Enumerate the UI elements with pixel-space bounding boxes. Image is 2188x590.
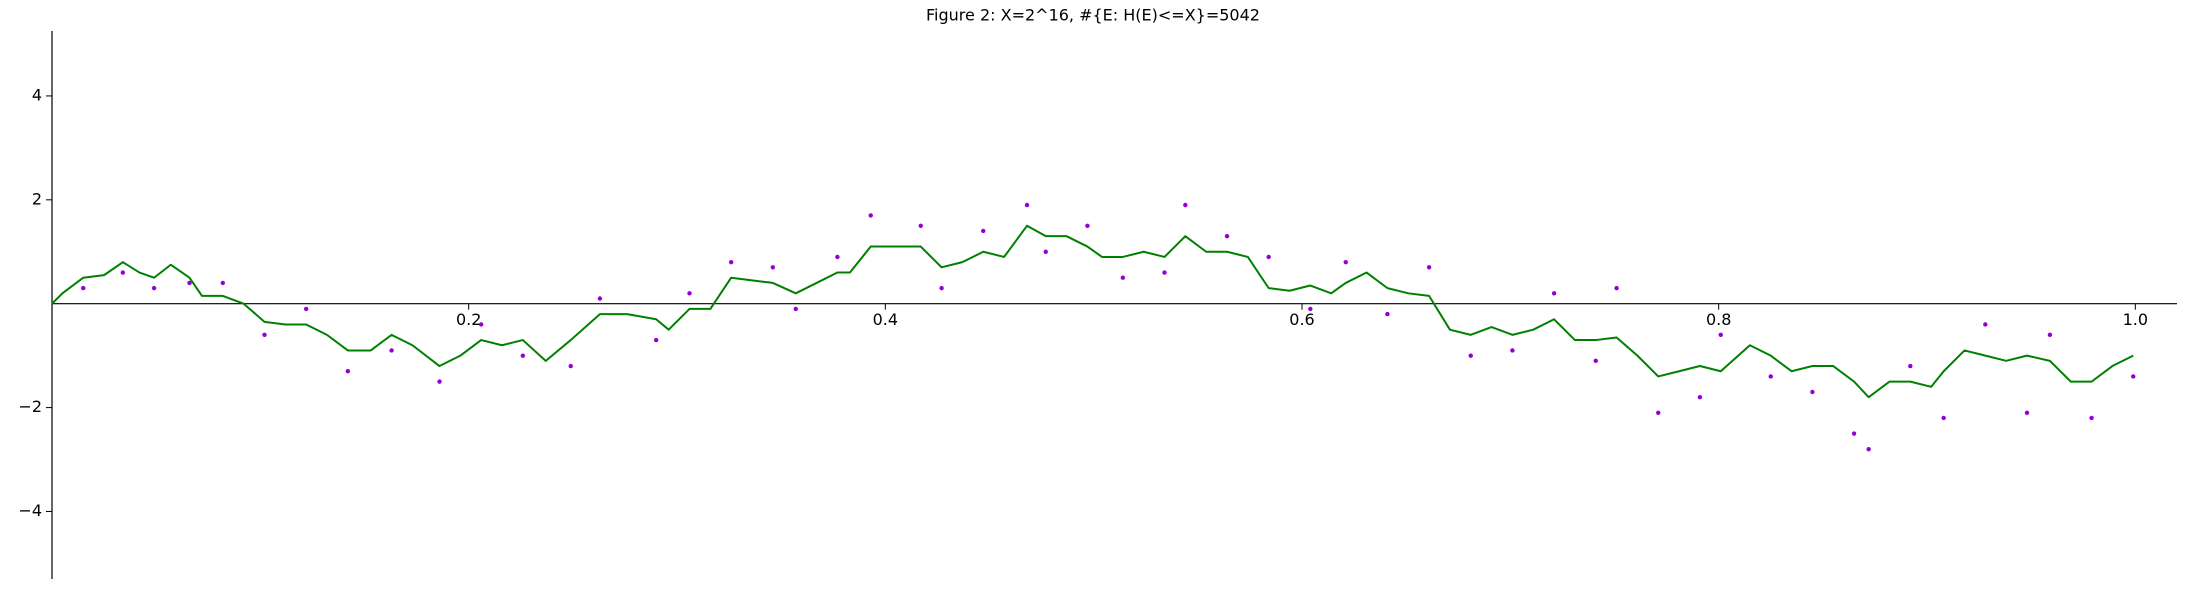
scatter-point: [1043, 249, 1048, 254]
scatter-point: [568, 363, 573, 369]
scatter-point: [1614, 285, 1619, 291]
scatter-point: [1183, 202, 1188, 208]
scatter-point: [345, 369, 351, 374]
scatter-point: [1224, 233, 1230, 239]
scatter-point: [1983, 322, 1988, 327]
scatter-point: [597, 296, 603, 301]
scatter-point: [1510, 348, 1515, 353]
y-tick-label: 4: [32, 85, 42, 104]
scatter-point: [151, 285, 157, 291]
scatter-point: [835, 254, 840, 260]
scatter-point: [939, 285, 944, 291]
scatter-point: [868, 213, 873, 218]
x-tick-label: 0.6: [1289, 310, 1314, 329]
scatter-point: [981, 228, 986, 234]
scatter-point: [1697, 394, 1703, 400]
scatter-point: [1656, 410, 1661, 415]
scatter-point: [1593, 358, 1598, 364]
x-tick-label: 1.0: [2123, 310, 2148, 329]
scatter-point: [478, 322, 484, 327]
scatter-point: [687, 291, 692, 296]
scatter-point: [1718, 332, 1723, 338]
scatter-point: [1851, 431, 1857, 436]
scatter-point: [2024, 410, 2030, 415]
scatter-point: [437, 379, 442, 384]
scatter-point: [120, 270, 126, 275]
scatter-point: [2131, 374, 2136, 379]
chart-title: Figure 2: X=2^16, #{E: H(E)<=X}=5042: [926, 6, 1260, 25]
scatter-point: [653, 337, 659, 343]
scatter-point: [1810, 389, 1815, 395]
y-tick-label: −4: [18, 501, 42, 520]
scatter-point: [1024, 202, 1030, 208]
scatter-point: [728, 259, 734, 265]
scatter-point: [1768, 374, 1773, 379]
y-tick-label: 2: [32, 189, 42, 208]
scatter-point: [303, 306, 309, 312]
scatter-point: [770, 265, 776, 270]
scatter-point: [1266, 254, 1271, 260]
scatter-point: [1085, 223, 1090, 228]
scatter-point: [1426, 265, 1432, 270]
scatter-point: [1308, 306, 1313, 312]
scatter-point: [1551, 291, 1557, 296]
scatter-point: [1866, 446, 1871, 452]
x-tick-label: 0.2: [456, 310, 481, 329]
scatter-point: [220, 280, 226, 286]
x-tick-label: 0.4: [873, 310, 898, 329]
scatter-point: [262, 332, 267, 338]
scatter-point: [1941, 415, 1946, 421]
scatter-point: [2089, 415, 2094, 421]
scatter-point: [187, 280, 192, 286]
x-tick-label: 0.8: [1706, 310, 1731, 329]
scatter-point: [81, 285, 86, 291]
scatter-point: [2047, 332, 2053, 338]
scatter-point: [520, 353, 526, 358]
scatter-point: [1468, 353, 1473, 358]
y-tick-label: −2: [18, 397, 42, 416]
scatter-point: [1343, 259, 1348, 265]
scatter-point: [389, 348, 394, 353]
scatter-point: [793, 306, 798, 312]
scatter-point: [1120, 275, 1126, 280]
scatter-point: [1908, 363, 1913, 369]
scatter-point: [1162, 270, 1167, 275]
scatter-point: [1385, 311, 1390, 317]
scatter-point: [918, 223, 923, 228]
data-line: [51, 224, 2134, 399]
